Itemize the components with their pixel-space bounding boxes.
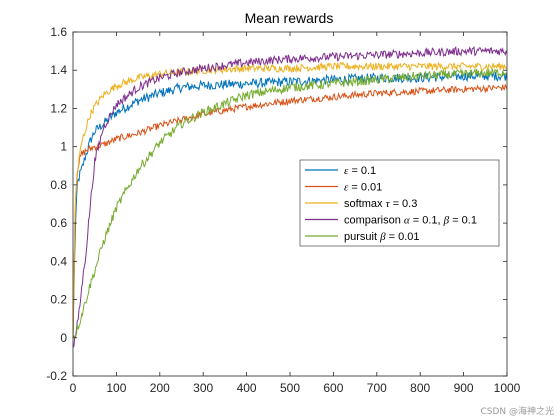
x-tick-label: 200 (150, 381, 170, 395)
legend-label-part: = 0.3 (390, 198, 418, 210)
legend-label-2: ε = 0.01 (344, 182, 382, 194)
legend-label-part: = 0.1 (449, 215, 477, 227)
legend-label-part: τ (386, 198, 391, 210)
x-tick-label: 600 (323, 381, 343, 395)
legend-label-5: pursuit β = 0.01 (344, 231, 420, 243)
y-tick-label: 0.4 (50, 254, 67, 268)
y-tick-label: -0.2 (46, 369, 67, 383)
legend-label-part: β (443, 215, 450, 227)
series-layer (73, 45, 507, 348)
y-tick-label: 0 (60, 331, 67, 345)
series-line-5 (73, 67, 507, 339)
axes-layer: 0 100 200 300 400 500 600 700 800 900 1000-0.200.2… (46, 25, 520, 395)
y-tick-label: 1 (60, 140, 67, 154)
legend-label-part: β (379, 231, 386, 243)
x-tick-label: 300 (193, 381, 213, 395)
legend-label-part: = 0.1, (410, 215, 444, 227)
x-tick-label: 500 (280, 381, 300, 395)
legend-label-part: = 0.1 (348, 165, 376, 177)
y-tick-label: 1.4 (50, 63, 67, 77)
legend-label-part: = 0.01 (348, 182, 382, 194)
y-tick-label: 0.2 (50, 293, 67, 307)
legend-label-part: comparison (344, 215, 404, 227)
y-tick-label: 0.6 (50, 216, 67, 230)
x-tick-label: 800 (410, 381, 430, 395)
x-tick-label: 1000 (494, 381, 521, 395)
x-tick-label: 100 (106, 381, 126, 395)
y-tick-label: 1.2 (50, 101, 67, 115)
legend-label-part: ε (344, 182, 349, 194)
legend-label-part: = 0.01 (386, 231, 420, 243)
series-line-4 (73, 45, 507, 348)
series-line-2 (73, 84, 507, 338)
legend-label-part: ε (344, 165, 349, 177)
x-tick-label: 700 (367, 381, 387, 395)
x-tick-label: 900 (454, 381, 474, 395)
x-tick-label: 0 (70, 381, 77, 395)
watermark-text: CSDN @海神之光 (480, 407, 554, 417)
legend-label-part: α (404, 215, 410, 227)
legend-label-part: softmax (344, 198, 386, 210)
chart-title: Mean rewards (245, 10, 334, 26)
y-tick-label: 1.6 (50, 25, 67, 39)
series-line-3 (73, 61, 507, 338)
legend-label-1: ε = 0.1 (344, 165, 376, 177)
legend-label-part: pursuit (344, 231, 380, 243)
legend-label-3: softmax τ = 0.3 (344, 198, 417, 210)
y-tick-label: 0.8 (50, 178, 67, 192)
x-tick-label: 400 (237, 381, 257, 395)
legend-label-4: comparison α = 0.1, β = 0.1 (344, 215, 477, 227)
